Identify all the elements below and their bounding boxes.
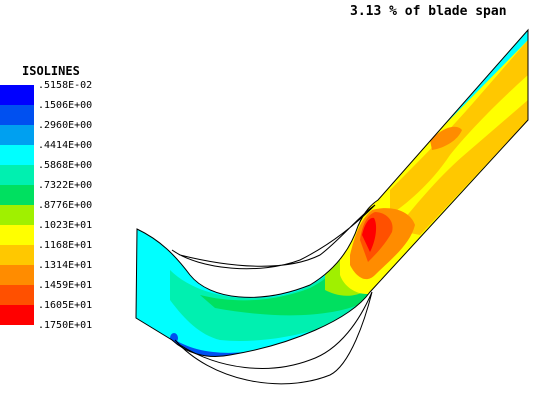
legend-swatch	[0, 165, 34, 185]
legend-swatch	[0, 225, 34, 245]
upper-blade-profile	[171, 204, 376, 270]
legend-swatch	[0, 205, 34, 225]
legend-label: .8776E+00	[38, 200, 93, 211]
legend-row: .7322E+00	[0, 180, 130, 205]
legend-swatch	[0, 305, 34, 325]
legend-swatch	[0, 85, 34, 105]
contour-field	[136, 30, 528, 357]
band-gold-upper	[390, 40, 528, 215]
legend-label: .4414E+00	[38, 140, 93, 151]
band-orange-spot	[430, 126, 462, 150]
legend-label: .2960E+00	[38, 120, 93, 131]
legend-row: .1168E+01	[0, 240, 130, 265]
band-aquamarine	[170, 230, 380, 341]
legend-swatch	[0, 285, 34, 305]
legend-label: .1314E+01	[38, 260, 93, 271]
lower-blade-profile	[174, 291, 373, 385]
band-green	[200, 240, 370, 316]
legend-swatch	[0, 105, 34, 125]
legend-row: .1750E+01	[0, 320, 130, 340]
plot-title: 3.13 % of blade span	[350, 4, 507, 19]
legend-row: .8776E+00	[0, 200, 130, 225]
legend-label: .5158E-02	[38, 80, 93, 91]
domain-outline	[135, 28, 529, 358]
legend-swatch	[0, 245, 34, 265]
legend-row: .5158E-02	[0, 80, 130, 105]
legend-swatch	[0, 265, 34, 285]
legend-swatch	[0, 125, 34, 145]
legend-label: .7322E+00	[38, 180, 93, 191]
legend-label: .1459E+01	[38, 280, 93, 291]
legend-row: .1023E+01	[0, 220, 130, 245]
legend-swatch	[0, 185, 34, 205]
legend-label: .1605E+01	[38, 300, 93, 311]
legend-label: .5868E+00	[38, 160, 93, 171]
legend-row: .1314E+01	[0, 260, 130, 285]
legend-label: .1168E+01	[38, 240, 93, 251]
legend-row: .5868E+00	[0, 160, 130, 185]
legend-label: .1023E+01	[38, 220, 93, 231]
legend-label: .1750E+01	[38, 320, 93, 331]
legend-heading: ISOLINES	[22, 64, 80, 78]
legend-row: .2960E+00	[0, 120, 130, 145]
legend: .5158E-02 .1506E+00 .2960E+00 .4414E+00 .586…	[0, 80, 130, 340]
legend-label: .1506E+00	[38, 100, 93, 111]
legend-row: .4414E+00	[0, 140, 130, 165]
legend-row: .1506E+00	[0, 100, 130, 125]
band-red	[362, 217, 377, 252]
legend-row: .1605E+01	[0, 300, 130, 325]
band-gold-lower	[395, 100, 528, 235]
legend-row: .1459E+01	[0, 280, 130, 305]
legend-swatch	[0, 145, 34, 165]
